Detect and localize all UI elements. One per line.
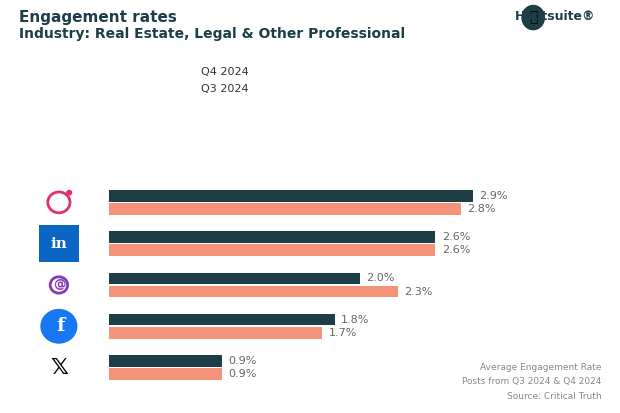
- Bar: [108, 327, 322, 339]
- Text: Hootsuite®: Hootsuite®: [515, 10, 595, 23]
- Text: 2.6%: 2.6%: [441, 245, 470, 255]
- Text: Posts from Q3 2024 & Q4 2024: Posts from Q3 2024 & Q4 2024: [462, 377, 601, 386]
- Text: Average Engagement Rate: Average Engagement Rate: [480, 363, 601, 372]
- FancyBboxPatch shape: [35, 221, 82, 266]
- Text: 2.9%: 2.9%: [479, 191, 508, 201]
- Text: 0.9%: 0.9%: [228, 356, 256, 366]
- Bar: [108, 231, 435, 243]
- Text: Engagement rates: Engagement rates: [19, 10, 177, 25]
- Bar: [108, 286, 397, 297]
- Text: 🦉: 🦉: [529, 11, 538, 24]
- Text: 2.6%: 2.6%: [441, 232, 470, 242]
- Text: 2.8%: 2.8%: [467, 204, 495, 214]
- Text: Industry: Real Estate, Legal & Other Professional: Industry: Real Estate, Legal & Other Pro…: [19, 27, 405, 41]
- Text: 2.0%: 2.0%: [366, 273, 395, 283]
- Text: 1.8%: 1.8%: [341, 315, 370, 325]
- Text: 0.9%: 0.9%: [228, 369, 256, 379]
- FancyBboxPatch shape: [35, 263, 82, 307]
- Text: in: in: [50, 237, 68, 251]
- Text: 1.7%: 1.7%: [329, 328, 357, 338]
- FancyBboxPatch shape: [35, 180, 82, 225]
- Text: Q3 2024: Q3 2024: [201, 84, 249, 94]
- Bar: [108, 355, 222, 367]
- Circle shape: [67, 190, 71, 195]
- Bar: [108, 244, 435, 256]
- Circle shape: [41, 310, 77, 343]
- Text: @: @: [53, 278, 65, 292]
- Bar: [108, 203, 461, 215]
- Text: Q4 2024: Q4 2024: [201, 67, 249, 77]
- Bar: [108, 273, 360, 284]
- Text: Source: Critical Truth: Source: Critical Truth: [507, 392, 601, 401]
- Text: f: f: [56, 317, 65, 335]
- Circle shape: [522, 5, 544, 30]
- Bar: [108, 314, 335, 325]
- Bar: [108, 190, 473, 202]
- Text: 2.3%: 2.3%: [404, 287, 432, 297]
- Bar: [108, 368, 222, 380]
- Text: 𝕏: 𝕏: [50, 358, 68, 377]
